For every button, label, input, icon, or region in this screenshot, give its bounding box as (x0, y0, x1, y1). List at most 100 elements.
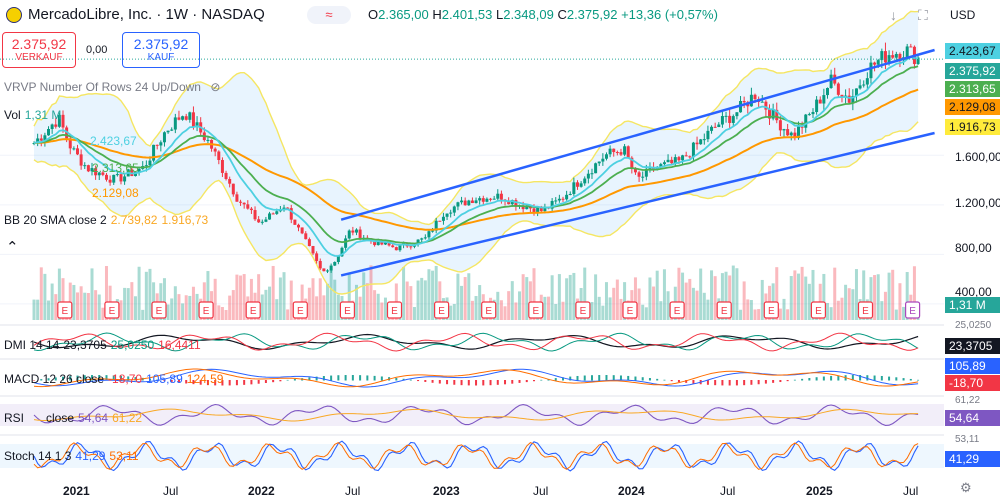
candle (354, 229, 358, 233)
high-value: 2.401,53 (441, 7, 493, 22)
volume-bar (54, 294, 58, 320)
macd-hist-bar (127, 376, 130, 381)
volume-bar (572, 272, 576, 320)
candle (467, 200, 471, 206)
volume-bar (496, 291, 500, 320)
earnings-marker-label: E (61, 306, 68, 317)
volume-bar (499, 300, 503, 320)
volume-bar (873, 275, 877, 320)
volume-bar (126, 288, 130, 320)
macd-hist-bar (250, 380, 253, 385)
macd-hist-tag: -18,70 (945, 375, 1000, 391)
buy-button[interactable]: 2.375,92 KAUF (122, 32, 200, 68)
candle (445, 213, 449, 217)
volume-bar (416, 280, 420, 320)
ema-mid-value: 2.313,65 (92, 161, 139, 175)
candle (612, 148, 616, 153)
currency-label[interactable]: USD (950, 8, 976, 22)
earnings-marker: E (622, 301, 638, 319)
candle (858, 85, 862, 89)
candle (637, 172, 641, 177)
rsi-legend[interactable]: RSI close 54,64 61,22 (4, 411, 142, 425)
volume-value: 1,31 M (24, 108, 62, 122)
candle (438, 220, 442, 222)
candle (865, 78, 869, 85)
volume-bar (804, 276, 808, 320)
candle (626, 146, 630, 158)
volume-bar (510, 281, 514, 320)
volume-bar (666, 291, 670, 320)
stoch-legend[interactable]: Stoch 14 1 3 41,29 53,11 (4, 449, 139, 463)
volume-bar (329, 269, 333, 320)
candle (804, 114, 808, 128)
earnings-marker: E (857, 301, 874, 319)
eye-hidden-icon[interactable]: ⊘ (210, 80, 221, 94)
macd-hist-bar (619, 375, 622, 381)
candle (50, 124, 54, 130)
candle (68, 138, 72, 149)
candle (427, 231, 431, 238)
macd-legend[interactable]: MACD 12 26 close -18,70 105,89 124,59 (4, 372, 223, 386)
volume-bar (354, 284, 358, 320)
sell-button[interactable]: 2.375,92 VERKAUF (2, 32, 76, 68)
volume-bar (423, 280, 427, 320)
fullscreen-icon[interactable]: ⛶ (918, 7, 928, 23)
symbol-title[interactable]: MercadoLibre, Inc. · 1W · NASDAQ (28, 6, 265, 23)
candle (311, 246, 315, 254)
candle (286, 207, 290, 209)
volume-bar (94, 290, 98, 320)
volume-legend[interactable]: Vol 1,31 M (4, 108, 61, 122)
low-value: 2.348,09 (503, 7, 554, 22)
candle (260, 221, 264, 223)
volume-bar (528, 281, 532, 320)
volume-bar (467, 273, 471, 320)
candle (702, 139, 706, 141)
candle (586, 173, 590, 179)
rsi-band (0, 404, 944, 426)
bb-legend[interactable]: BB 20 SMA close 2 2.739,82 1.916,73 (4, 213, 208, 227)
earnings-marker: E (716, 301, 732, 319)
macd-hist-bar (438, 380, 441, 384)
vrvp-legend[interactable]: VRVP Number Of Rows 24 Up/Down ⊘ (4, 80, 220, 94)
macd-hist-bar (750, 380, 753, 385)
volume-bar (518, 291, 522, 320)
arrow-down-icon[interactable]: ↓ (890, 7, 897, 23)
macd-hist-bar (279, 380, 282, 382)
price-candles[interactable] (32, 42, 920, 274)
candle (789, 132, 793, 136)
compare-pill-icon[interactable]: ≈ (307, 6, 351, 24)
candle (289, 208, 293, 220)
volume-bar (202, 282, 206, 320)
dmi-legend[interactable]: DMI 14 14 23,3705 25,0250 16,4411 (4, 338, 201, 352)
trend-channel-lower[interactable] (340, 131, 935, 277)
volume-bar (742, 281, 746, 320)
trend-channel-upper[interactable] (340, 48, 935, 221)
candle (851, 96, 855, 103)
candle (340, 247, 344, 257)
ema-mid-tag: 2.313,65 (945, 81, 1000, 97)
candle (673, 157, 677, 164)
spread-value: 0,00 (86, 44, 108, 56)
candle (104, 174, 108, 180)
rsi-source: close (46, 411, 75, 425)
candle (441, 216, 445, 221)
volume-bar (677, 267, 681, 320)
candle (79, 154, 83, 166)
volume-bar (431, 270, 435, 320)
time-label: 2022 (248, 484, 275, 498)
settings-gear-icon[interactable]: ⚙ (960, 480, 972, 495)
time-label: Jul (163, 484, 179, 498)
candle (231, 183, 235, 195)
macd-hist-bar (743, 380, 746, 386)
candle (148, 160, 152, 166)
candle (297, 224, 301, 228)
candle (383, 242, 387, 245)
collapse-chevron-icon[interactable]: ⌃ (6, 239, 19, 256)
earnings-marker-label: E (815, 306, 822, 317)
candle (391, 245, 395, 248)
volume-bar (720, 273, 724, 320)
volume-bar (833, 267, 837, 320)
earnings-marker-box (481, 301, 497, 319)
